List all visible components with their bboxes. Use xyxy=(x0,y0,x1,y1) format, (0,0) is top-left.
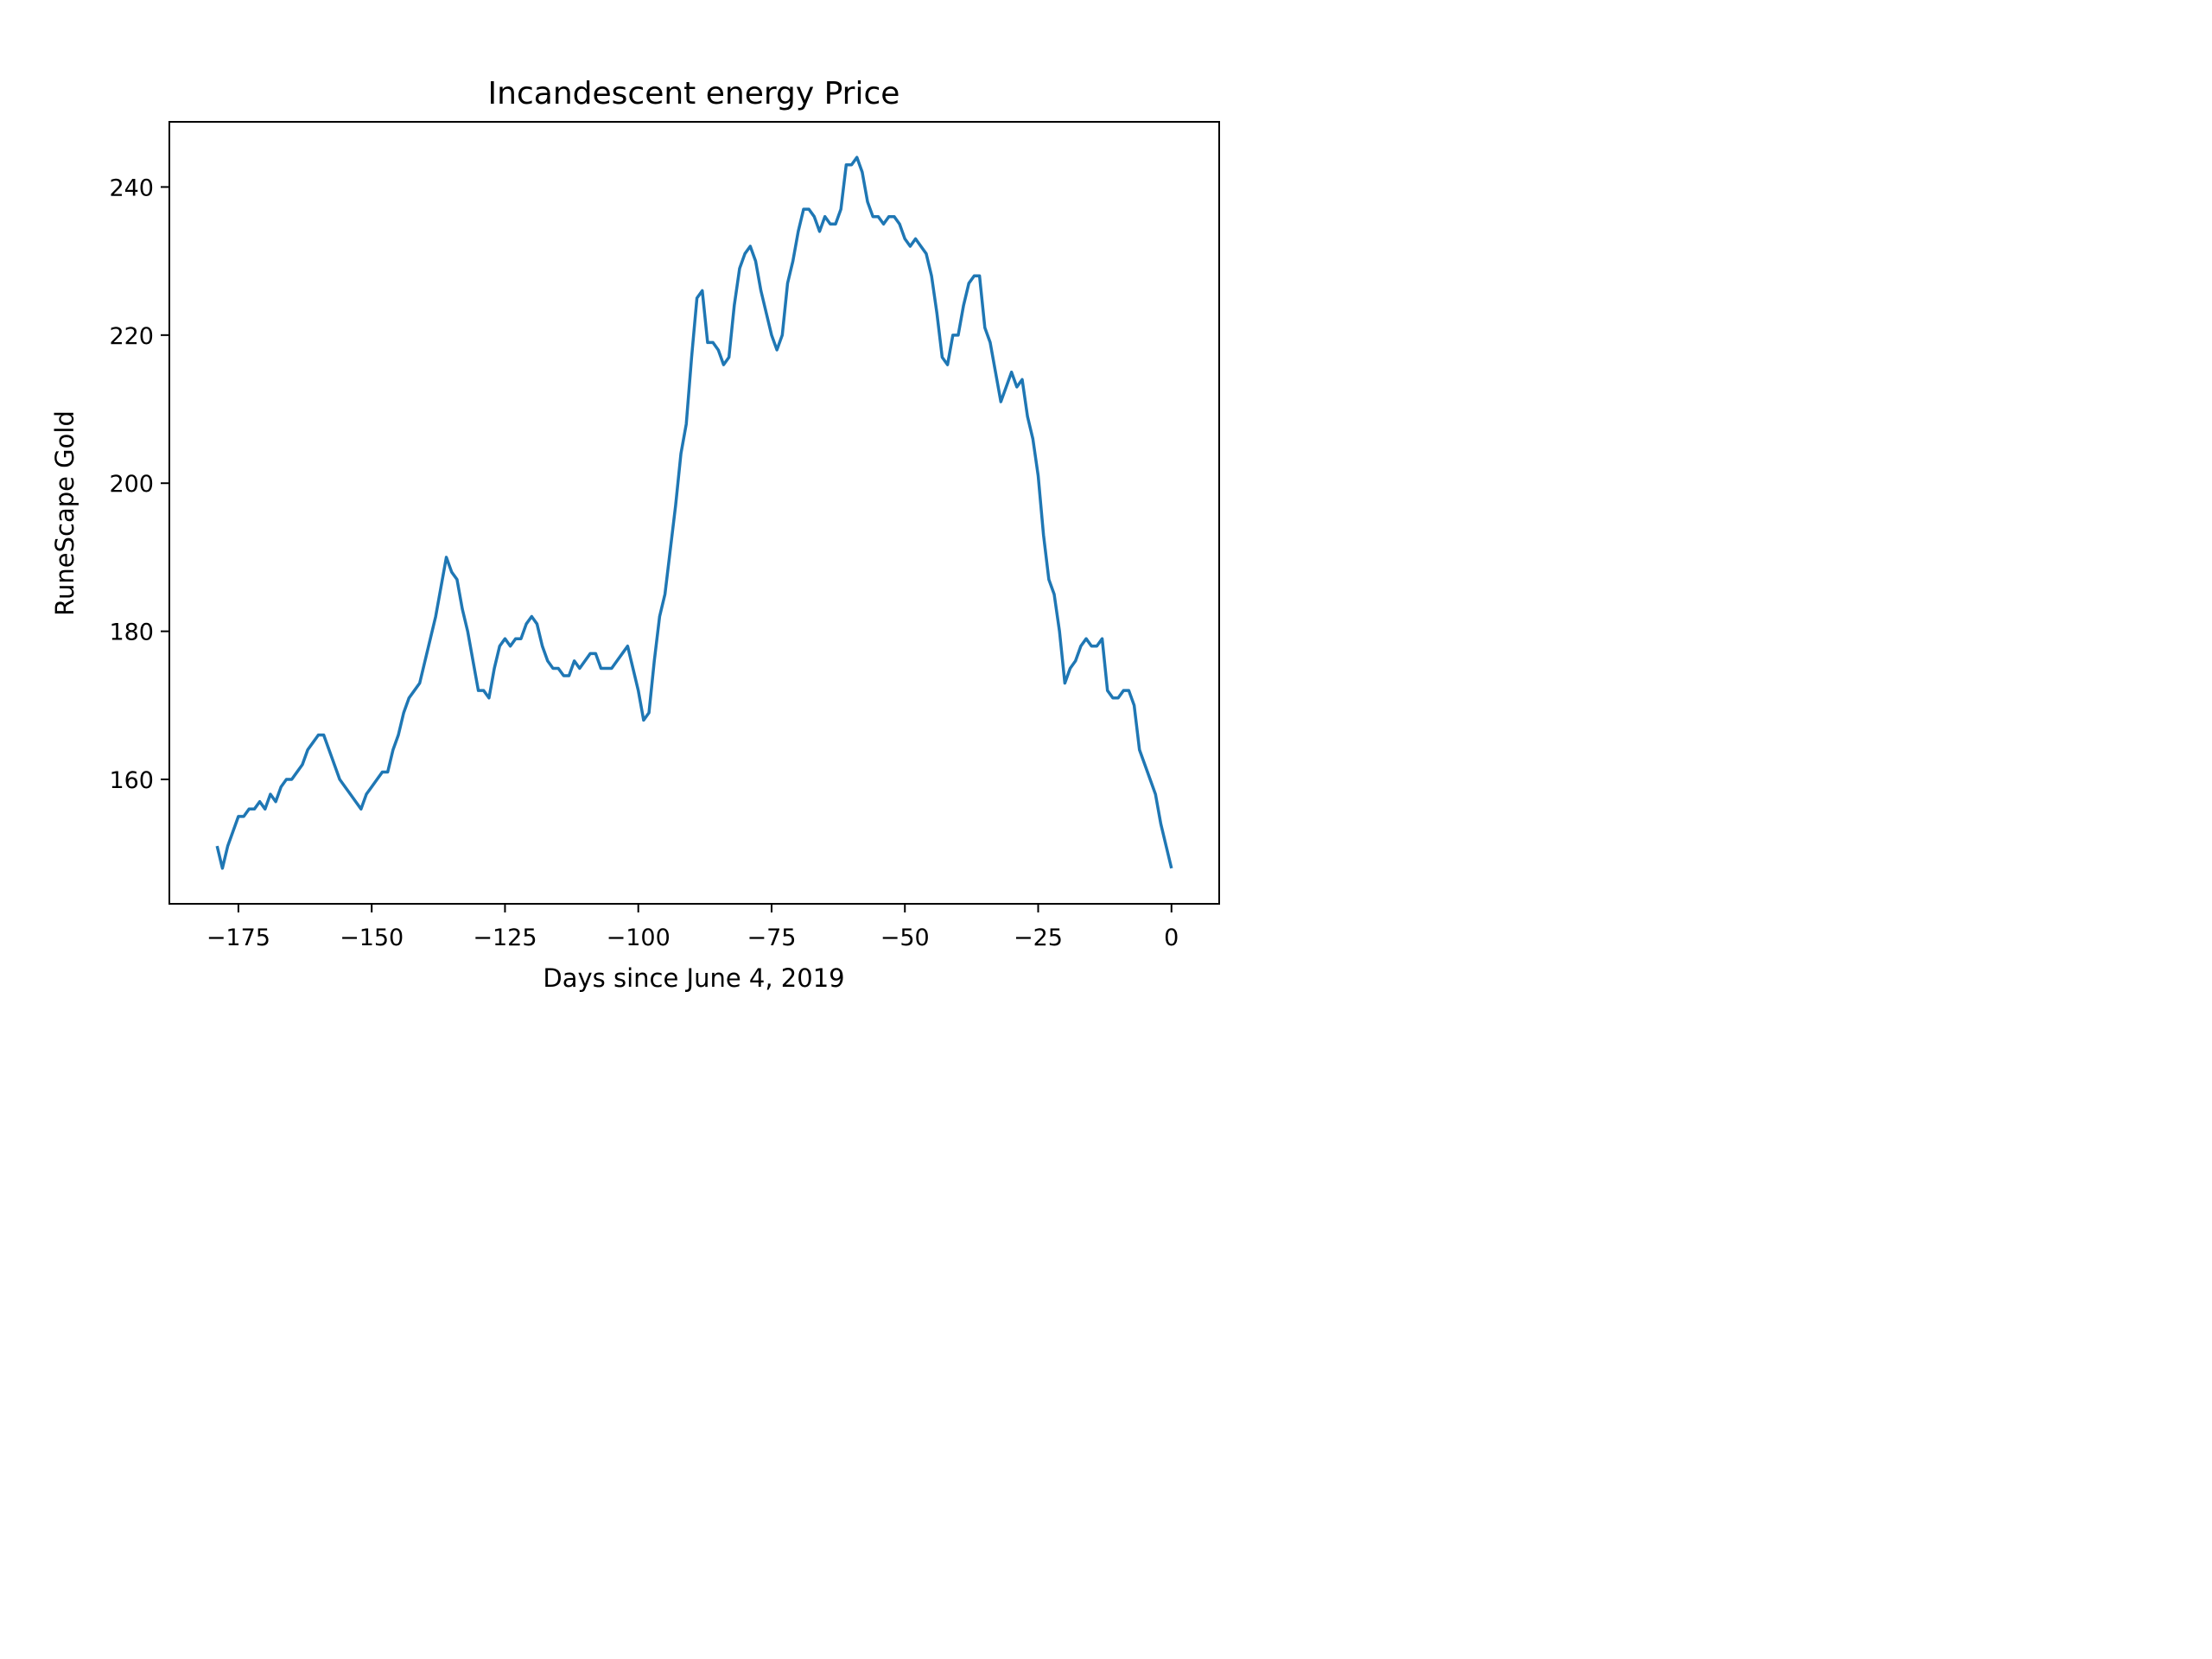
y-tick-label: 180 xyxy=(109,620,154,646)
x-tick-label: −100 xyxy=(607,925,671,951)
line-chart: Incandescent energy Price −175 −150 −125 −1… xyxy=(50,76,1220,993)
x-tick-label: −75 xyxy=(747,925,796,951)
x-tick-label: 0 xyxy=(1164,925,1179,951)
y-tick-label: 160 xyxy=(109,767,154,794)
x-tick-label: −25 xyxy=(1014,925,1063,951)
y-tick-label: 200 xyxy=(109,471,154,498)
x-axis: −175 −150 −125 −100 −75 −50 −25 0 xyxy=(207,904,1179,951)
plot-frame xyxy=(168,121,1220,905)
x-tick-label: −50 xyxy=(880,925,930,951)
y-tick-label: 220 xyxy=(109,323,154,350)
plot-area xyxy=(215,156,1173,870)
series-line-0 xyxy=(215,156,1173,870)
x-tick-label: −175 xyxy=(207,925,270,951)
y-axis: 160 180 200 220 240 xyxy=(109,175,169,794)
x-axis-label: Days since June 4, 2019 xyxy=(543,963,844,993)
x-tick-label: −125 xyxy=(473,925,537,951)
y-tick-label: 240 xyxy=(109,175,154,201)
x-tick-label: −150 xyxy=(340,925,404,951)
y-axis-label: RuneScape Gold xyxy=(50,410,79,616)
chart-title: Incandescent energy Price xyxy=(488,76,900,111)
